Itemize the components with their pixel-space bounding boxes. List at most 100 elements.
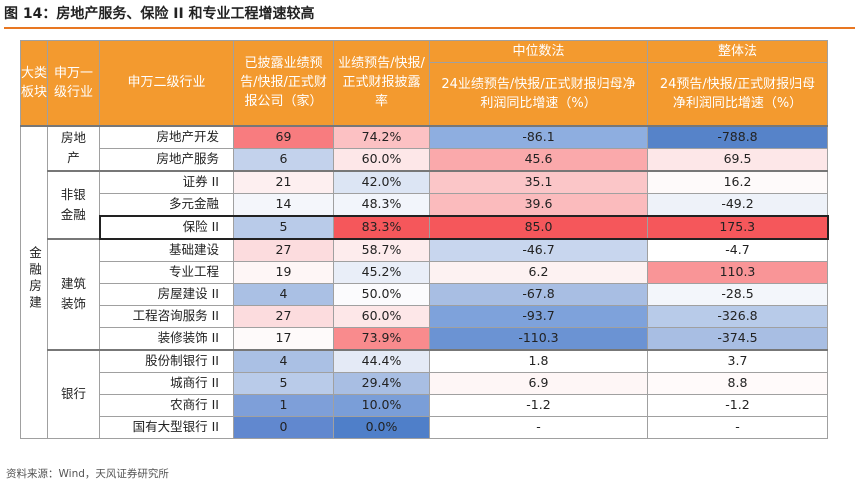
rate-cell: 83.3% bbox=[333, 214, 430, 240]
count-cell: 4 bbox=[233, 282, 334, 306]
overall-cell: -28.5 bbox=[647, 282, 828, 306]
header-sw1: 申万一级行业 bbox=[47, 40, 100, 126]
group-cell: 非银金融 bbox=[47, 169, 100, 239]
overall-cell: 110.3 bbox=[647, 260, 828, 284]
table-row: 银行 股份制银行 II 4 44.4% 1.8 3.7 bbox=[21, 348, 828, 439]
overall-cell: 16.2 bbox=[647, 169, 828, 194]
header-big: 大类板块 bbox=[20, 40, 48, 126]
overall-cell: 8.8 bbox=[647, 371, 828, 395]
count-cell: 17 bbox=[233, 326, 334, 350]
table-row: 非银金融 证券 II 21 42.0% 35.1 16.2 bbox=[21, 169, 828, 239]
source-note: 资料来源：Wind，天风证券研究所 bbox=[6, 468, 169, 480]
industry-cell: 多元金融 bbox=[99, 192, 234, 216]
overall-cell: -1.2 bbox=[647, 393, 828, 417]
table-row: 多元金融 14 48.3% 39.6 -49.2 bbox=[21, 192, 828, 216]
group-cell: 房地产 bbox=[47, 124, 100, 171]
overall-cell: -49.2 bbox=[647, 192, 828, 216]
header-rate: 业绩预告/快报/正式财报披露率 bbox=[333, 40, 430, 126]
median-cell: 35.1 bbox=[429, 169, 648, 194]
table-row: 装修装饰 II 17 73.9% -110.3 -374.5 bbox=[21, 326, 828, 350]
table-row: 保险 II 5 83.3% 85.0 175.3 bbox=[21, 214, 829, 240]
overall-cell: - bbox=[647, 415, 828, 439]
title-rule bbox=[4, 27, 855, 29]
industry-cell: 基础建设 bbox=[99, 237, 234, 262]
group-cell: 建筑装饰 bbox=[47, 237, 100, 350]
overall-cell: -374.5 bbox=[647, 326, 828, 350]
table-row: 工程咨询服务 II 27 60.0% -93.7 -326.8 bbox=[21, 304, 828, 328]
rate-cell: 50.0% bbox=[333, 282, 430, 306]
group-cell: 银行 bbox=[47, 348, 100, 439]
median-cell: -46.7 bbox=[429, 237, 648, 262]
median-cell: -67.8 bbox=[429, 282, 648, 306]
industry-cell: 专业工程 bbox=[99, 260, 234, 284]
count-cell: 69 bbox=[233, 124, 334, 149]
median-cell: 85.0 bbox=[429, 214, 648, 240]
big-category-label: 金融房建 bbox=[27, 246, 42, 312]
median-cell: -110.3 bbox=[429, 326, 648, 350]
count-cell: 27 bbox=[233, 237, 334, 262]
median-cell: 45.6 bbox=[429, 147, 648, 171]
table-row: 国有大型银行 II 0 0.0% - - bbox=[21, 415, 828, 439]
rate-cell: 29.4% bbox=[333, 371, 430, 395]
header-overall: 整体法 bbox=[647, 40, 828, 63]
header-median: 中位数法 bbox=[429, 40, 648, 63]
rate-cell: 10.0% bbox=[333, 393, 430, 417]
rate-cell: 74.2% bbox=[333, 124, 430, 149]
industry-cell: 装修装饰 II bbox=[99, 326, 234, 350]
rate-cell: 73.9% bbox=[333, 326, 430, 350]
table-row: 房屋建设 II 4 50.0% -67.8 -28.5 bbox=[21, 282, 828, 306]
header-overall-sub: 24预告/快报/正式财报归母净利润同比增速（%） bbox=[647, 62, 828, 126]
count-cell: 4 bbox=[233, 348, 334, 373]
rate-cell: 60.0% bbox=[333, 304, 430, 328]
count-cell: 5 bbox=[233, 214, 334, 240]
header-sw2: 申万二级行业 bbox=[99, 40, 234, 126]
industry-cell: 房地产服务 bbox=[99, 147, 234, 171]
table-row: 专业工程 19 45.2% 6.2 110.3 bbox=[21, 260, 828, 284]
rate-cell: 48.3% bbox=[333, 192, 430, 216]
data-table: 大类板块 申万一级行业 申万二级行业 已披露业绩预告/快报/正式财报公司（家） … bbox=[20, 40, 829, 439]
median-cell: 39.6 bbox=[429, 192, 648, 216]
industry-cell: 房地产开发 bbox=[99, 124, 234, 149]
count-cell: 5 bbox=[233, 371, 334, 395]
rate-cell: 44.4% bbox=[333, 348, 430, 373]
overall-cell: 3.7 bbox=[647, 348, 828, 373]
overall-cell: 69.5 bbox=[647, 147, 828, 171]
industry-cell: 证券 II bbox=[99, 169, 234, 194]
count-cell: 21 bbox=[233, 169, 334, 194]
median-cell: -86.1 bbox=[429, 124, 648, 149]
industry-cell: 保险 II bbox=[98, 214, 234, 240]
table-row: 建筑装饰 基础建设 27 58.7% -46.7 -4.7 bbox=[21, 237, 828, 350]
table-row: 城商行 II 5 29.4% 6.9 8.8 bbox=[21, 371, 828, 395]
figure-title: 图 14：房地产服务、保险 II 和专业工程增速较高 bbox=[4, 6, 315, 22]
median-cell: -93.7 bbox=[429, 304, 648, 328]
industry-cell: 国有大型银行 II bbox=[99, 415, 234, 439]
count-cell: 27 bbox=[233, 304, 334, 328]
count-cell: 1 bbox=[233, 393, 334, 417]
industry-cell: 房屋建设 II bbox=[99, 282, 234, 306]
median-cell: -1.2 bbox=[429, 393, 648, 417]
overall-cell: -788.8 bbox=[647, 124, 828, 149]
overall-cell: -326.8 bbox=[647, 304, 828, 328]
table-row: 房地产服务 6 60.0% 45.6 69.5 bbox=[21, 147, 828, 171]
count-cell: 6 bbox=[233, 147, 334, 171]
industry-cell: 股份制银行 II bbox=[99, 348, 234, 373]
industry-cell: 工程咨询服务 II bbox=[99, 304, 234, 328]
median-cell: 1.8 bbox=[429, 348, 648, 373]
header-count: 已披露业绩预告/快报/正式财报公司（家） bbox=[233, 40, 334, 126]
table-row: 农商行 II 1 10.0% -1.2 -1.2 bbox=[21, 393, 828, 417]
rate-cell: 42.0% bbox=[333, 169, 430, 194]
overall-cell: 175.3 bbox=[647, 214, 829, 240]
overall-cell: -4.7 bbox=[647, 237, 828, 262]
rate-cell: 58.7% bbox=[333, 237, 430, 262]
industry-cell: 城商行 II bbox=[99, 371, 234, 395]
rate-cell: 60.0% bbox=[333, 147, 430, 171]
count-cell: 14 bbox=[233, 192, 334, 216]
header-median-sub: 24业绩预告/快报/正式财报归母净利润同比增速（%） bbox=[429, 62, 648, 126]
median-cell: - bbox=[429, 415, 648, 439]
median-cell: 6.2 bbox=[429, 260, 648, 284]
count-cell: 19 bbox=[233, 260, 334, 284]
industry-cell: 农商行 II bbox=[99, 393, 234, 417]
table-row: 金融房建 房地产 房地产开发 69 74.2% -86.1 -788.8 bbox=[20, 124, 828, 439]
big-category-cell: 金融房建 bbox=[20, 124, 48, 439]
rate-cell: 0.0% bbox=[333, 415, 430, 439]
